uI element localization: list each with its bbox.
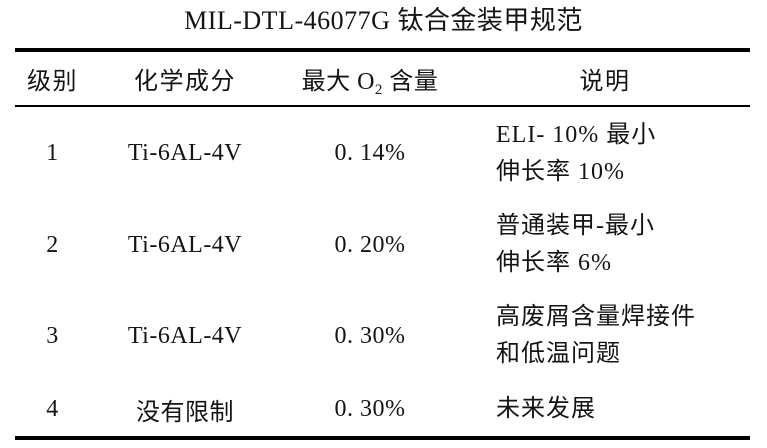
max-o2-cell: 0. 14% — [334, 140, 406, 166]
header-max-o2-suffix: 含量 — [382, 69, 439, 95]
table-row: 4 没有限制 0. 30% 未来发展 — [15, 382, 750, 438]
description-cell: ELI- 10% 最小 伸长率 10% — [496, 121, 657, 185]
table-row: 2 Ti-6AL-4V 0. 20% 普通装甲-最小 伸长率 6% — [15, 200, 750, 290]
composition-cell: Ti-6AL-4V — [127, 231, 243, 258]
header-max-o2-prefix: 最大 O — [301, 69, 375, 95]
description-cell: 高废屑含量焊接件 和低温问题 — [496, 304, 696, 367]
composition-cell: 没有限制 — [136, 399, 234, 426]
grade-cell: 1 — [46, 140, 59, 166]
grade-cell: 4 — [46, 395, 59, 422]
header-max-o2: 最大 O2 含量 — [280, 50, 460, 107]
description-cell: 未来发展 — [496, 395, 596, 422]
table-title: MIL-DTL-46077G 钛合金装甲规范 — [184, 6, 583, 35]
table-header-row: 级别 化学成分 最大 O2 含量 说明 — [15, 50, 750, 107]
header-grade: 级别 — [15, 50, 90, 107]
composition-cell: Ti-6AL-4V — [127, 140, 243, 166]
spec-table: 级别 化学成分 最大 O2 含量 说明 1 Ti-6AL-4V 0. 14% E… — [15, 48, 750, 440]
composition-cell: Ti-6AL-4V — [127, 322, 243, 349]
header-composition: 化学成分 — [90, 50, 280, 107]
header-description: 说明 — [460, 50, 750, 107]
max-o2-cell: 0. 30% — [334, 395, 406, 422]
grade-cell: 3 — [46, 322, 59, 349]
max-o2-cell: 0. 20% — [334, 231, 406, 258]
table-row: 1 Ti-6AL-4V 0. 14% ELI- 10% 最小 伸长率 10% — [15, 106, 750, 200]
o2-subscript: 2 — [374, 82, 383, 98]
grade-cell: 2 — [46, 231, 59, 258]
table-row: 3 Ti-6AL-4V 0. 30% 高废屑含量焊接件 和低温问题 — [15, 290, 750, 382]
max-o2-cell: 0. 30% — [334, 322, 406, 349]
description-cell: 普通装甲-最小 伸长率 6% — [496, 213, 655, 276]
